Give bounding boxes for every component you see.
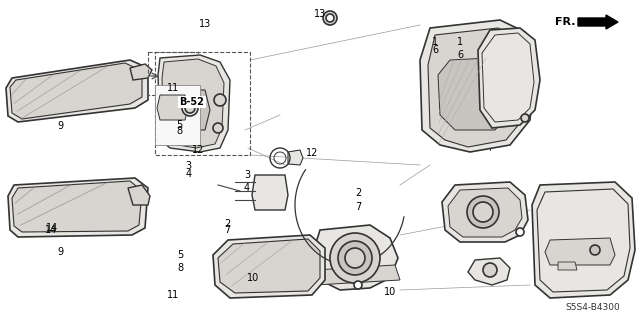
- Text: 9: 9: [58, 121, 64, 132]
- Circle shape: [516, 228, 524, 236]
- Polygon shape: [128, 185, 150, 205]
- Polygon shape: [428, 28, 528, 147]
- Text: 2: 2: [224, 219, 230, 229]
- FancyArrow shape: [578, 15, 618, 29]
- Polygon shape: [478, 28, 540, 128]
- Circle shape: [323, 11, 337, 25]
- Text: 11: 11: [167, 290, 179, 300]
- Polygon shape: [438, 58, 512, 130]
- Text: 6: 6: [457, 50, 463, 60]
- Text: 2: 2: [355, 188, 361, 198]
- Polygon shape: [162, 59, 224, 148]
- Polygon shape: [315, 265, 400, 285]
- Circle shape: [338, 241, 372, 275]
- Polygon shape: [158, 55, 230, 152]
- Polygon shape: [442, 182, 528, 242]
- Circle shape: [483, 263, 497, 277]
- Circle shape: [521, 114, 529, 122]
- Text: 5: 5: [177, 250, 183, 260]
- Text: 3: 3: [244, 170, 250, 180]
- Text: 4: 4: [186, 169, 192, 180]
- Circle shape: [590, 245, 600, 255]
- Text: B-52: B-52: [180, 97, 204, 107]
- Text: 14: 14: [46, 223, 58, 233]
- Circle shape: [330, 233, 380, 283]
- Polygon shape: [218, 239, 320, 293]
- Polygon shape: [420, 20, 535, 152]
- Circle shape: [214, 94, 226, 106]
- Text: 1: 1: [432, 36, 438, 47]
- Text: 3: 3: [186, 161, 192, 172]
- Polygon shape: [532, 182, 635, 298]
- Text: 11: 11: [166, 83, 179, 93]
- Polygon shape: [448, 188, 522, 237]
- Text: 5: 5: [176, 120, 182, 130]
- Polygon shape: [8, 178, 148, 237]
- Text: 14: 14: [45, 225, 58, 236]
- Polygon shape: [10, 63, 142, 119]
- Text: 13: 13: [314, 9, 326, 19]
- Circle shape: [326, 14, 334, 22]
- Circle shape: [182, 100, 198, 116]
- Text: 7: 7: [224, 225, 230, 236]
- Text: 10: 10: [384, 287, 396, 297]
- Text: FR.: FR.: [554, 17, 575, 27]
- Polygon shape: [213, 235, 325, 298]
- Circle shape: [473, 202, 493, 222]
- Text: 12: 12: [306, 148, 318, 158]
- Text: 7: 7: [355, 202, 361, 212]
- Polygon shape: [155, 85, 200, 145]
- Circle shape: [354, 281, 362, 289]
- Text: 8: 8: [176, 126, 182, 136]
- Circle shape: [345, 248, 365, 268]
- Text: 12: 12: [192, 145, 205, 156]
- Text: S5S4-B4300: S5S4-B4300: [565, 303, 620, 312]
- Text: 1: 1: [457, 37, 463, 47]
- Polygon shape: [130, 64, 152, 80]
- Polygon shape: [12, 181, 142, 232]
- Polygon shape: [157, 95, 188, 120]
- Polygon shape: [168, 90, 210, 130]
- Polygon shape: [468, 258, 510, 285]
- Text: 9: 9: [57, 247, 63, 257]
- Polygon shape: [6, 60, 148, 122]
- Circle shape: [213, 123, 223, 133]
- Text: 4: 4: [244, 183, 250, 193]
- Text: 8: 8: [177, 263, 183, 273]
- Text: 13: 13: [198, 19, 211, 29]
- Text: 6: 6: [432, 44, 438, 55]
- Polygon shape: [545, 238, 615, 265]
- Circle shape: [467, 196, 499, 228]
- Circle shape: [185, 103, 195, 113]
- Polygon shape: [558, 262, 577, 270]
- Polygon shape: [288, 150, 303, 165]
- Text: 10: 10: [246, 273, 259, 284]
- Polygon shape: [252, 175, 288, 210]
- Polygon shape: [310, 225, 398, 290]
